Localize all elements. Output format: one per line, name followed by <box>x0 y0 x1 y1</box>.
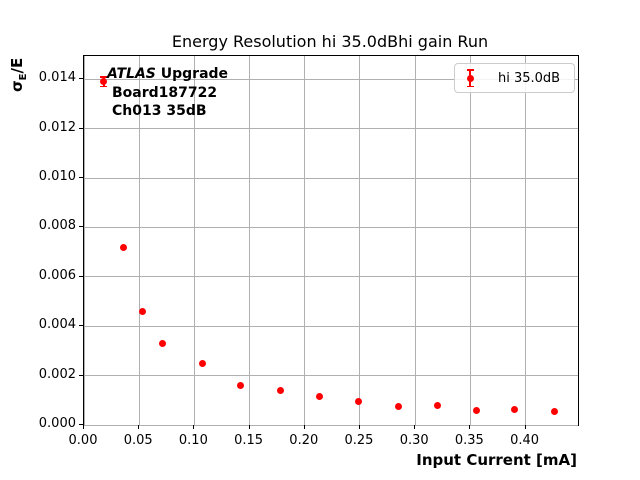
data-point <box>511 405 519 413</box>
x-tick-label: 0.35 <box>454 433 484 448</box>
x-tick <box>524 425 526 429</box>
x-tick-label: 0.05 <box>123 433 153 448</box>
y-gridline <box>84 226 578 228</box>
x-tick-label: 0.30 <box>399 433 429 448</box>
data-point <box>139 307 146 315</box>
annotation-line-2: Board187722 <box>112 84 218 101</box>
plot-area: ATLAS Upgrade Board187722 Ch013 35dB hi … <box>83 55 579 426</box>
y-tick <box>79 226 83 228</box>
error-bar-cap <box>100 85 108 88</box>
y-gridline <box>84 78 578 80</box>
data-point <box>355 397 363 405</box>
y-tick <box>79 78 83 80</box>
x-gridline <box>193 56 195 425</box>
x-tick-label: 0.00 <box>68 433 98 448</box>
x-tick <box>248 425 250 429</box>
legend-entry-label: hi 35.0dB <box>498 70 561 86</box>
x-gridline <box>83 56 85 425</box>
y-tick <box>79 177 83 178</box>
y-gridline <box>84 128 578 130</box>
y-tick-label: 0.012 <box>38 119 76 135</box>
y-tick-label: 0.014 <box>38 70 76 86</box>
data-point <box>198 359 206 367</box>
x-tick <box>83 425 84 429</box>
y-tick <box>79 127 83 129</box>
errorbar-marker-icon <box>463 67 477 89</box>
x-gridline <box>414 56 416 425</box>
data-point <box>433 402 441 410</box>
annotation-block: ATLAS Upgrade Board187722 Ch013 35dB <box>107 65 228 121</box>
x-gridline <box>304 56 306 425</box>
y-tick <box>79 374 83 376</box>
y-tick-label: 0.006 <box>38 267 76 283</box>
x-gridline <box>359 56 361 425</box>
data-point <box>315 393 323 401</box>
x-gridline <box>525 56 527 425</box>
x-gridline <box>249 56 251 425</box>
y-tick <box>79 325 83 327</box>
y-gridline <box>84 177 578 179</box>
x-tick <box>303 425 305 429</box>
y-tick <box>79 424 83 425</box>
y-tick-label: 0.010 <box>38 169 76 184</box>
y-tick-label: 0.002 <box>38 366 76 382</box>
data-point <box>276 386 284 394</box>
data-point <box>120 243 128 251</box>
chart-title: Energy Resolution hi 35.0dBhi gain Run <box>171 32 489 51</box>
data-point <box>100 78 108 86</box>
y-tick-label: 0.004 <box>38 317 76 333</box>
x-tick <box>138 425 140 429</box>
annotation-experiment-suffix: Upgrade <box>155 66 229 82</box>
x-axis-label: Input Current [mA] <box>416 451 577 469</box>
x-gridline <box>138 56 140 425</box>
annotation-experiment: ATLAS <box>107 66 156 82</box>
legend: hi 35.0dB <box>454 63 575 93</box>
x-tick <box>358 425 360 429</box>
y-gridline <box>84 375 578 377</box>
x-tick-label: 0.10 <box>178 433 208 448</box>
x-gridline <box>469 56 471 425</box>
x-tick-label: 0.25 <box>344 433 374 448</box>
x-tick-label: 0.20 <box>289 433 319 448</box>
annotation-line-3: Ch013 35dB <box>112 103 207 119</box>
x-tick <box>193 425 195 429</box>
data-point <box>550 407 558 415</box>
x-tick-label: 0.15 <box>234 433 264 448</box>
y-tick-label: 0.000 <box>38 416 76 431</box>
data-point <box>237 381 245 389</box>
x-tick-label: 0.40 <box>510 433 540 448</box>
y-gridline <box>84 424 578 426</box>
data-point <box>158 339 166 347</box>
annotation-line-1: ATLAS Upgrade <box>107 65 228 84</box>
x-tick <box>469 425 471 429</box>
y-tick <box>79 275 83 277</box>
x-tick <box>414 425 416 429</box>
error-bar-cap <box>100 76 108 78</box>
y-tick-label: 0.008 <box>38 218 76 234</box>
data-point <box>395 402 403 410</box>
y-gridline <box>84 325 578 327</box>
data-point <box>473 407 481 415</box>
y-gridline <box>84 276 578 278</box>
